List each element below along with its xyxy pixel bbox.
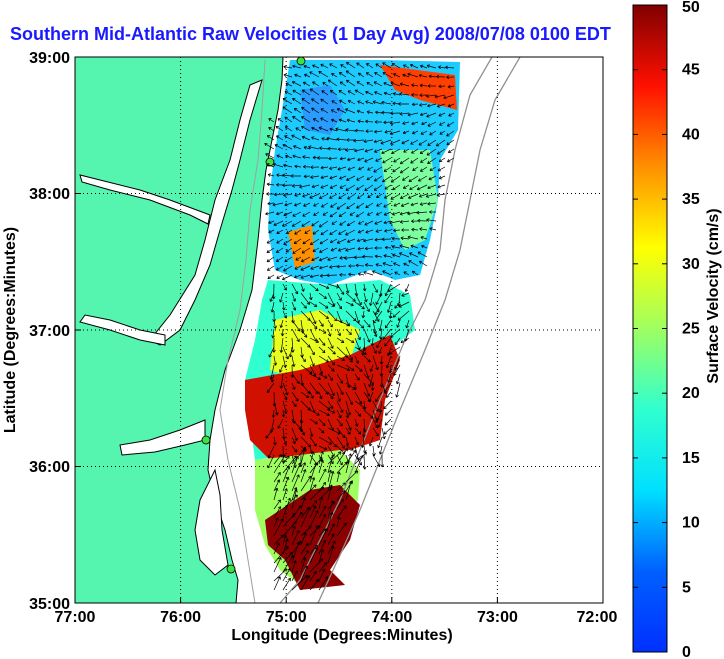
x-tick-label: 72:00	[577, 609, 618, 626]
colorbar	[632, 4, 668, 653]
colorbar-tick-label: 20	[682, 385, 700, 402]
velocity-arrow-set	[264, 61, 455, 591]
station-marker	[296, 57, 306, 66]
bathymetry-contour-shelf	[219, 59, 266, 603]
y-tick-label: 38:00	[29, 186, 70, 203]
colorbar-label: Surface Velocity (cm/s)	[705, 208, 722, 383]
pamlico-sound	[194, 468, 229, 576]
velocity-field-north-green	[380, 150, 438, 250]
colorbar-tick-label: 45	[682, 62, 700, 79]
tick-marks	[75, 193, 498, 603]
y-tick-label: 36:00	[29, 459, 70, 476]
bathymetry-contour-deep	[317, 57, 521, 603]
velocity-vectors	[264, 61, 455, 591]
colorbar-tick-label: 15	[682, 450, 700, 467]
colorbar-tick-label: 35	[682, 191, 700, 208]
y-tick-label: 37:00	[29, 323, 70, 340]
chart-title-text: Southern Mid-Atlantic Raw Velocities (1 …	[10, 24, 611, 44]
y-tick-label: 35:00	[29, 596, 70, 613]
x-axis-label: Longitude (Degrees:Minutes)	[231, 627, 452, 644]
x-tick-label: 77:00	[55, 609, 96, 626]
velocity-field-south-red	[265, 485, 360, 590]
x-tick-label: 75:00	[266, 609, 307, 626]
x-tick-label: 73:00	[477, 609, 518, 626]
velocity-field-mid-red	[245, 335, 400, 460]
station-marker	[201, 435, 211, 445]
station-marker	[226, 564, 236, 574]
albemarle-sound	[119, 419, 206, 456]
x-tick-label: 74:00	[371, 609, 412, 626]
grid-lines	[75, 57, 603, 603]
y-tick-label: 39:00	[29, 50, 70, 67]
velocity-field-north-red	[380, 65, 457, 110]
colorbar-tick-label: 0	[682, 644, 691, 659]
velocity-field-orange-spot	[288, 225, 315, 268]
y-axis-label: Latitude (Degrees:Minutes)	[2, 227, 19, 433]
colorbar-tick-label: 40	[682, 126, 700, 143]
chart-title: Southern Mid-Atlantic Raw Velocities (1 …	[0, 0, 724, 50]
colorbar-tick-label: 30	[682, 256, 700, 273]
colorbar-tick-label: 50	[682, 0, 700, 16]
river-potomac	[79, 174, 211, 225]
colorbar-tick-label: 5	[682, 579, 691, 596]
colorbar-tick-label: 25	[682, 321, 700, 338]
colorbar-tick-label: 10	[682, 515, 700, 532]
x-tick-label: 76:00	[160, 609, 201, 626]
river-james	[79, 314, 166, 346]
colorbar-ticks: 0 5 10 15 20 25 30 35 40 45 50	[633, 0, 700, 659]
